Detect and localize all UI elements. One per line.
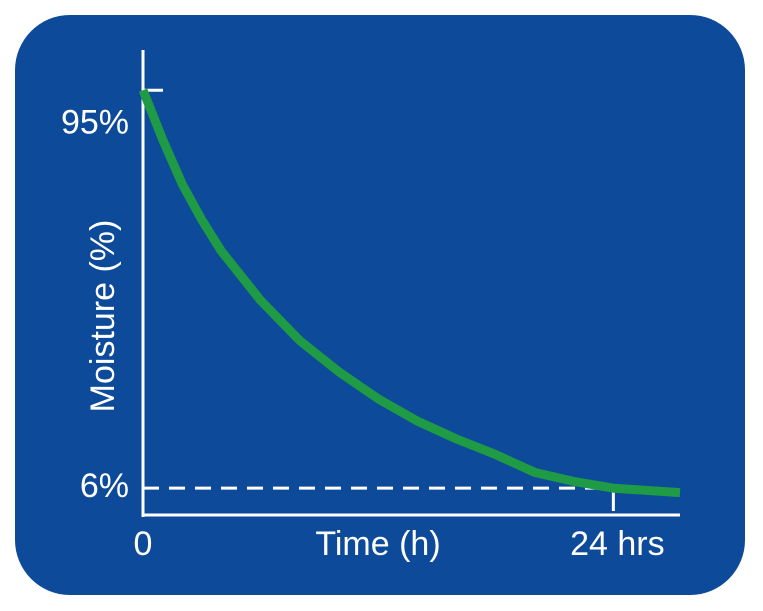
- x-tick-label: 0: [134, 525, 153, 563]
- y-tick-label: 6%: [80, 467, 129, 505]
- x-tick-label: 24 hrs: [570, 525, 665, 563]
- x-axis-label: Time (h): [315, 525, 440, 563]
- chart-background: [15, 15, 745, 595]
- y-tick-label: 95%: [61, 103, 129, 141]
- y-axis-label: Moisture (%): [84, 220, 122, 413]
- data-line: [138, 88, 681, 498]
